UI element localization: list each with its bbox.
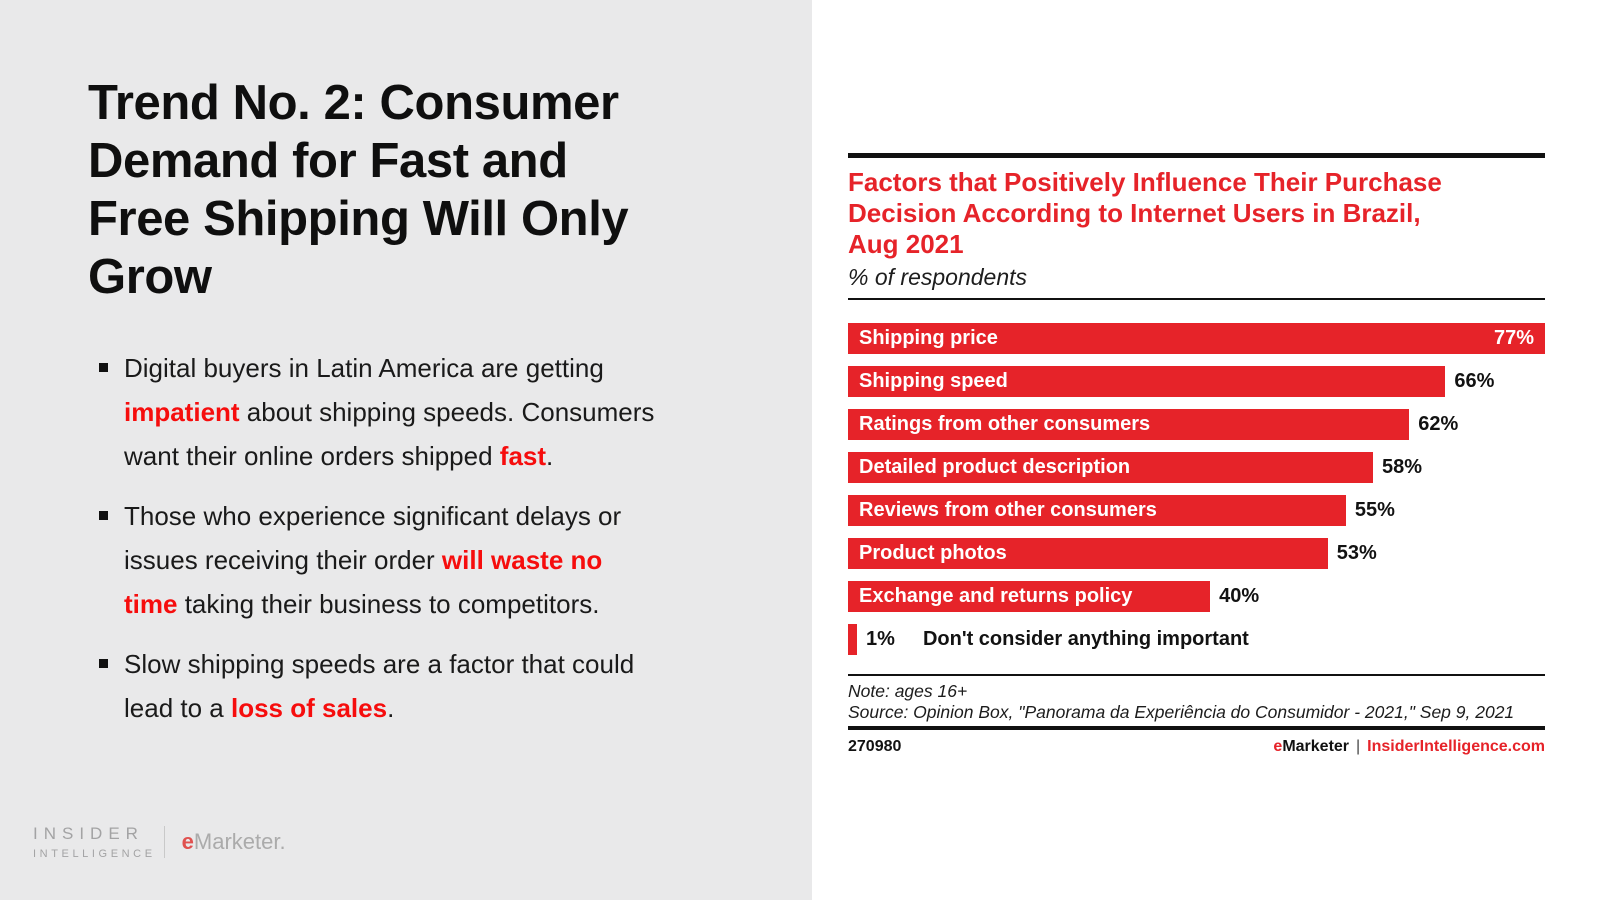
- bar: [848, 624, 858, 655]
- highlighted-text: impatient: [124, 397, 240, 427]
- bar-category-label: Ratings from other consumers: [859, 413, 1151, 435]
- bullet-line: Slow shipping speeds are a factor that c…: [124, 642, 798, 686]
- chart-bottom-rule: [848, 726, 1545, 730]
- bar-category-label: Don't consider anything important: [922, 628, 1249, 650]
- bar: Shipping price 77%: [848, 323, 1545, 354]
- left-panel: Trend No. 2: Consumer Demand for Fast and…: [0, 0, 812, 900]
- bar-percent: 62%: [1418, 413, 1459, 435]
- bar-row: Exchange and returns policy 40%: [848, 581, 1545, 612]
- chart-footer-emarketer: eMarketer: [1273, 738, 1349, 756]
- bar-category-label: Detailed product description: [859, 456, 1131, 478]
- bar-percent: 40%: [1219, 585, 1260, 607]
- bar-percent: 1%: [866, 628, 895, 650]
- bullet-text: .: [387, 693, 395, 723]
- bullet-line: time taking their business to competitor…: [124, 582, 798, 626]
- bar: Detailed product description: [848, 452, 1373, 483]
- chart-title-line: Factors that Positively Influence Their …: [848, 167, 1442, 197]
- slide-title-line: Grow: [88, 250, 212, 304]
- bar-category-label: Exchange and returns policy: [859, 585, 1133, 607]
- bar-percent: 53%: [1336, 542, 1377, 564]
- bar: Product photos: [848, 538, 1328, 569]
- slide-title-line: Free Shipping Will Only: [88, 192, 629, 246]
- bullet-list: Digital buyers in Latin America are gett…: [98, 346, 798, 746]
- chart-top-rule: [848, 153, 1545, 158]
- chart-subtitle: % of respondents: [848, 264, 1028, 290]
- chart-footer-separator: |: [1356, 738, 1361, 755]
- insider-logo-line1: INSIDER: [33, 824, 144, 843]
- slide-title: Trend No. 2: Consumer Demand for Fast and…: [88, 74, 768, 306]
- bar-row: Ratings from other consumers 62%: [848, 409, 1545, 440]
- bar-chart: Shipping price 77% Shipping speed 66% Rating…: [848, 323, 1545, 655]
- bar-percent: 77%: [1493, 327, 1534, 349]
- bullet-line: Those who experience significant delays …: [124, 494, 798, 538]
- chart-title-line: Decision According to Internet Users in …: [848, 198, 1421, 228]
- chart-footer-emarketer-e: e: [1273, 738, 1283, 755]
- highlighted-text: will waste no: [441, 545, 603, 575]
- brand-footer: INSIDER INTELLIGENCE eMarketer.: [33, 824, 286, 860]
- bullet-text: want their online orders shipped: [124, 441, 500, 471]
- bar-percent: 58%: [1381, 456, 1422, 478]
- bar-percent: 66%: [1454, 370, 1495, 392]
- bar-row: Product photos 53%: [848, 538, 1545, 569]
- emarketer-logo-e: e: [181, 829, 194, 854]
- chart-header-divider: [848, 298, 1545, 300]
- chart-footer-brand-group: eMarketer | InsiderIntelligence.com: [1273, 738, 1545, 756]
- bullet-line: Digital buyers in Latin America are gett…: [124, 346, 798, 390]
- bullet-text: Slow shipping speeds are a factor that c…: [124, 649, 635, 679]
- bullet-item: Those who experience significant delays …: [98, 494, 798, 626]
- bar: Ratings from other consumers: [848, 409, 1410, 440]
- bar: Reviews from other consumers: [848, 495, 1346, 526]
- bullet-item: Digital buyers in Latin America are gett…: [98, 346, 798, 478]
- bullet-text: .: [546, 441, 554, 471]
- bullet-line: impatient about shipping speeds. Consume…: [124, 390, 798, 434]
- bullet-text: Digital buyers in Latin America are gett…: [124, 353, 604, 383]
- insider-intelligence-logo: INSIDER INTELLIGENCE: [33, 824, 156, 860]
- bullet-text: lead to a: [124, 693, 231, 723]
- bar-category-label: Reviews from other consumers: [859, 499, 1157, 521]
- logo-divider: [163, 826, 165, 858]
- chart-notes: Note: ages 16+ Source: Opinion Box, "Pan…: [848, 681, 1545, 723]
- chart-footer-site: InsiderIntelligence.com: [1367, 738, 1545, 755]
- chart-title-line: Aug 2021: [848, 229, 964, 259]
- chart-title: Factors that Positively Influence Their …: [848, 167, 1545, 260]
- bar-row: Shipping speed 66%: [848, 366, 1545, 397]
- bar-category-label: Shipping price: [859, 327, 998, 349]
- highlighted-text: time: [124, 589, 178, 619]
- bar-percent: 55%: [1354, 499, 1395, 521]
- bar: Shipping speed: [848, 366, 1446, 397]
- bar-category-label: Product photos: [859, 542, 1007, 564]
- chart-footer-emarketer-rest: Marketer: [1282, 738, 1350, 755]
- bar-row: 1% Don't consider anything important: [848, 624, 1545, 655]
- bullet-text: about shipping speeds. Consumers: [239, 397, 655, 427]
- bar-category-label: Shipping speed: [859, 370, 1008, 392]
- chart: Factors that Positively Influence Their …: [848, 153, 1545, 756]
- bullet-item: Slow shipping speeds are a factor that c…: [98, 642, 798, 730]
- chart-footer: 270980 eMarketer | InsiderIntelligence.c…: [848, 738, 1545, 756]
- slide-title-line: Trend No. 2: Consumer: [88, 76, 619, 130]
- emarketer-logo: eMarketer.: [182, 829, 286, 855]
- bullet-line: want their online orders shipped fast.: [124, 434, 798, 478]
- chart-notes-divider: [848, 674, 1545, 676]
- bullet-text: taking their business to competitors.: [177, 589, 600, 619]
- bullet-line: issues receiving their order will waste …: [124, 538, 798, 582]
- slide-title-line: Demand for Fast and: [88, 134, 568, 188]
- chart-source: Source: Opinion Box, "Panorama da Experi…: [848, 702, 1515, 722]
- chart-note: Note: ages 16+: [848, 681, 968, 701]
- highlighted-text: loss of sales: [230, 693, 388, 723]
- emarketer-logo-rest: Marketer.: [193, 829, 286, 854]
- bullet-text: issues receiving their order: [124, 545, 442, 575]
- bar-row: Detailed product description 58%: [848, 452, 1545, 483]
- bullet-text: Those who experience significant delays …: [124, 501, 622, 531]
- bar: Exchange and returns policy: [848, 581, 1211, 612]
- bar-row: Reviews from other consumers 55%: [848, 495, 1545, 526]
- bar-row: Shipping price 77%: [848, 323, 1545, 354]
- highlighted-text: fast: [499, 441, 547, 471]
- insider-logo-line2: INTELLIGENCE: [33, 848, 156, 860]
- bullet-line: lead to a loss of sales.: [124, 686, 798, 730]
- chart-id: 270980: [848, 738, 902, 755]
